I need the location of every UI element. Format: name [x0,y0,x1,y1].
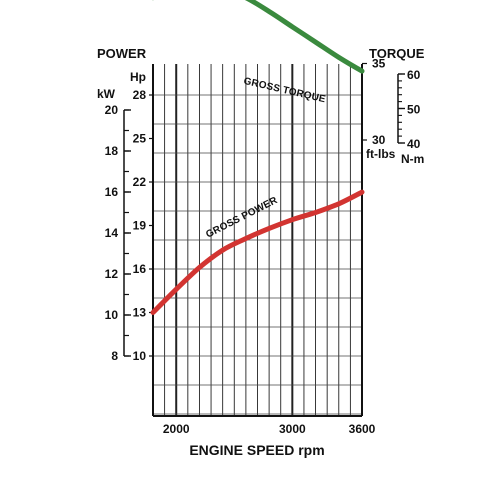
hp-tick-label: 22 [133,175,147,189]
nm-unit-label: N-m [401,152,424,166]
nm-tick-label: 40 [407,137,421,151]
hp-unit-label: Hp [130,70,146,84]
x-tick-label: 3000 [279,422,306,436]
kw-tick-label: 18 [105,144,119,158]
gross-torque-label: GROSS TORQUE [242,76,326,106]
kw-unit-label: kW [97,87,116,101]
kw-tick-label: 12 [105,267,119,281]
gross-power-label: GROSS POWER [204,195,280,241]
kw-tick-label: 14 [105,226,119,240]
x-tick-label: 3600 [349,422,376,436]
ftlbs-tick-label: 30 [372,133,386,147]
hp-tick-label: 28 [133,88,147,102]
ftlbs-unit-label: ft-lbs [366,147,396,161]
hp-tick-label: 10 [133,349,147,363]
kw-tick-label: 16 [105,185,119,199]
hp-tick-label: 13 [133,306,147,320]
hp-tick-label: 16 [133,262,147,276]
kw-tick-label: 8 [111,349,118,363]
kw-tick-label: 20 [105,103,119,117]
kw-tick-label: 10 [105,308,119,322]
gross-torque-line [152,0,365,74]
x-tick-label: 2000 [163,422,190,436]
ftlbs-tick-label: 35 [372,57,386,71]
x-axis-label: ENGINE SPEED rpm [189,442,324,458]
gross-power-line [150,189,365,315]
nm-tick-label: 50 [407,103,421,117]
nm-tick-label: 60 [407,68,421,82]
hp-tick-label: 25 [133,132,147,146]
power-axis-title: POWER [97,46,147,61]
hp-tick-label: 19 [133,219,147,233]
torque-axis-title: TORQUE [369,46,425,61]
